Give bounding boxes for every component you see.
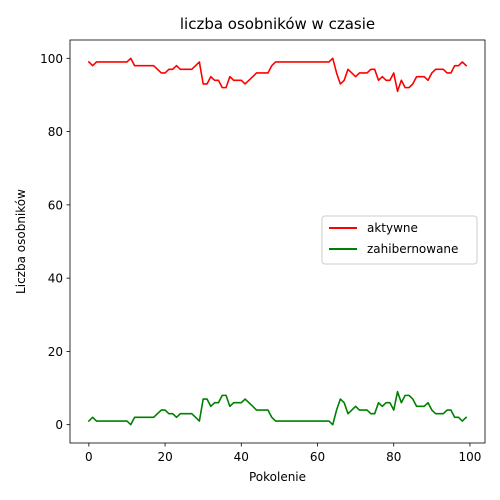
y-axis: 0 20 40 60 80 100 <box>40 52 70 432</box>
x-tick-label: 0 <box>85 450 93 464</box>
y-tick-label: 100 <box>40 52 63 66</box>
plot-area <box>69 39 486 444</box>
y-tick-label: 0 <box>55 418 63 432</box>
x-axis: 0 20 40 60 80 100 <box>85 443 481 464</box>
y-axis-label: Liczba osobników <box>14 189 28 294</box>
series-line-zahibernowane <box>87 390 468 426</box>
x-tick-label: 80 <box>386 450 401 464</box>
chart-title: liczba osobników w czasie <box>180 15 375 33</box>
y-tick-label: 80 <box>48 125 63 139</box>
x-tick-label: 20 <box>157 450 172 464</box>
y-tick-label: 60 <box>48 198 63 212</box>
series-line-aktywne <box>87 57 468 93</box>
series-layer <box>87 57 468 426</box>
y-tick-label: 20 <box>48 345 63 359</box>
legend-label-zahibernowane: zahibernowane <box>367 242 458 256</box>
x-tick-label: 40 <box>234 450 249 464</box>
plot-frame <box>69 39 486 444</box>
x-tick-label: 100 <box>458 450 481 464</box>
y-tick-label: 40 <box>48 272 63 286</box>
legend-label-aktywne: aktywne <box>367 221 418 235</box>
legend: aktywne zahibernowane <box>321 215 478 265</box>
x-tick-label: 60 <box>310 450 325 464</box>
legend-box <box>321 215 478 265</box>
x-axis-label: Pokolenie <box>249 470 306 484</box>
